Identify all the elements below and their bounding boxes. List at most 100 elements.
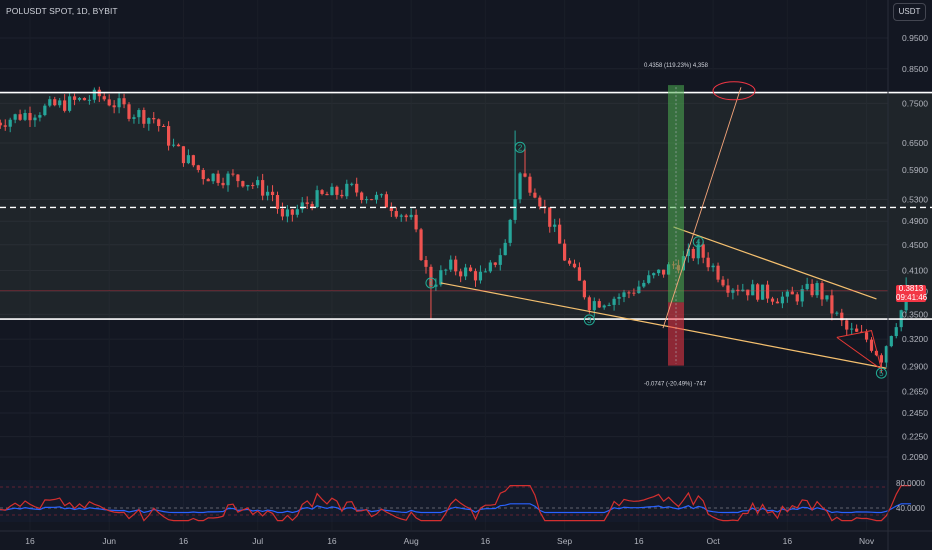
candle-body [548,207,552,227]
candle-body [365,199,369,201]
candle-body [181,146,186,164]
candle-body [355,183,359,193]
candle-body [765,284,770,299]
time-axis: 16Jun16Jul16Aug16Sep16Oct16Nov16Dec16202… [25,536,875,546]
candle-body [275,195,280,209]
candle-body [429,266,433,287]
candle-body [662,269,666,275]
price-tick-label: 0.4100 [902,266,928,276]
candle-body [350,183,354,185]
candle-body [63,100,67,111]
price-tick-label: 0.2090 [902,452,928,462]
candle-body [201,170,205,180]
price-tick-label: 0.2450 [902,408,928,418]
candle-body [790,291,794,295]
candle-body [701,244,705,258]
candle-body [716,265,720,280]
candle-body [835,312,839,314]
candle-body [503,242,507,256]
candle-body [637,286,641,294]
candle-body [810,283,814,296]
candle-body [587,297,591,311]
target-label: 0.4358 (119.23%) 4,358 [644,63,709,69]
candle-body [805,283,809,290]
time-tick-label: Aug [404,536,419,546]
price-tick-label: 0.2250 [902,432,928,442]
price-tick-label: 0.8500 [902,64,928,74]
price-tick-label: 0.3500 [902,309,928,319]
candle-body [305,202,309,204]
candle-body [28,113,32,121]
candle-body [657,269,661,274]
candle-body [538,197,542,207]
candle-countdown: 09:41:46 [896,292,928,302]
candle-body [439,270,443,285]
candle-body [756,284,760,300]
candle-body [3,125,7,127]
candle-body [345,183,349,197]
candle-body [800,289,804,302]
time-tick-label: Oct [706,536,720,546]
wave-number: 1 [429,279,434,288]
candle-body [869,339,874,351]
wave-label-1: 1 [425,277,437,289]
candle-body [459,271,463,277]
wave-number: 3 [587,316,592,325]
wave-number: 2 [518,143,523,152]
candle-body [741,289,745,292]
mini-wedge [836,330,883,371]
wave-number: 4 [696,238,701,247]
price-tick-label: 0.2650 [902,386,928,396]
rsi-lower-label: 40.0000 [896,504,925,513]
candle-body [855,328,859,332]
candle-body [726,285,730,293]
candle-body [18,114,22,120]
projection-arrow [662,87,742,329]
candle-body [518,173,522,200]
candle-body [434,284,438,287]
wave-circle [692,236,704,248]
price-tick-label: 0.9500 [902,33,928,43]
currency-button[interactable]: USDT [893,3,926,21]
candle-body [147,118,151,124]
candle-body [379,194,384,196]
candle-body [330,186,334,196]
candle-body [87,99,91,101]
candle-body [38,115,42,118]
candle-body [780,296,784,304]
time-tick-label: Jun [102,536,116,546]
position-profit-zone [668,85,684,303]
candle-body [186,155,190,164]
candle-body [731,289,735,293]
price-axis: 0.9500 0.8500 0.7500 0.6500 0.5900 0.5300 0.49… [902,33,928,462]
time-tick-label: 16 [634,536,644,546]
wave-circle [425,277,437,289]
candle-body [112,105,116,108]
candle-body [122,98,126,105]
candle-body [191,155,195,166]
candle-body [830,295,834,314]
time-tick-label: 16 [481,536,491,546]
candle-body [449,259,453,270]
wave-circle [514,141,526,153]
candle-body [691,248,695,259]
candle-body [825,295,829,300]
candle-body [711,265,715,268]
candle-body [409,214,413,218]
candle-body [68,96,72,111]
candle-body [280,208,285,217]
price-tick-label: 0.3200 [902,334,928,344]
candle-body [454,259,458,272]
candle-body [845,320,849,330]
candle-body [533,192,537,198]
candle-body [221,182,225,186]
candle-body [389,207,393,212]
symbol-title[interactable]: POLUSDT SPOT, 1D, BYBIT [6,6,118,16]
position-loss-zone [668,302,684,366]
candle-body [92,89,96,100]
candle-body [746,289,750,296]
time-tick-label: 16 [327,536,337,546]
candle-body [592,301,596,311]
rsi-ma-line [0,503,912,514]
